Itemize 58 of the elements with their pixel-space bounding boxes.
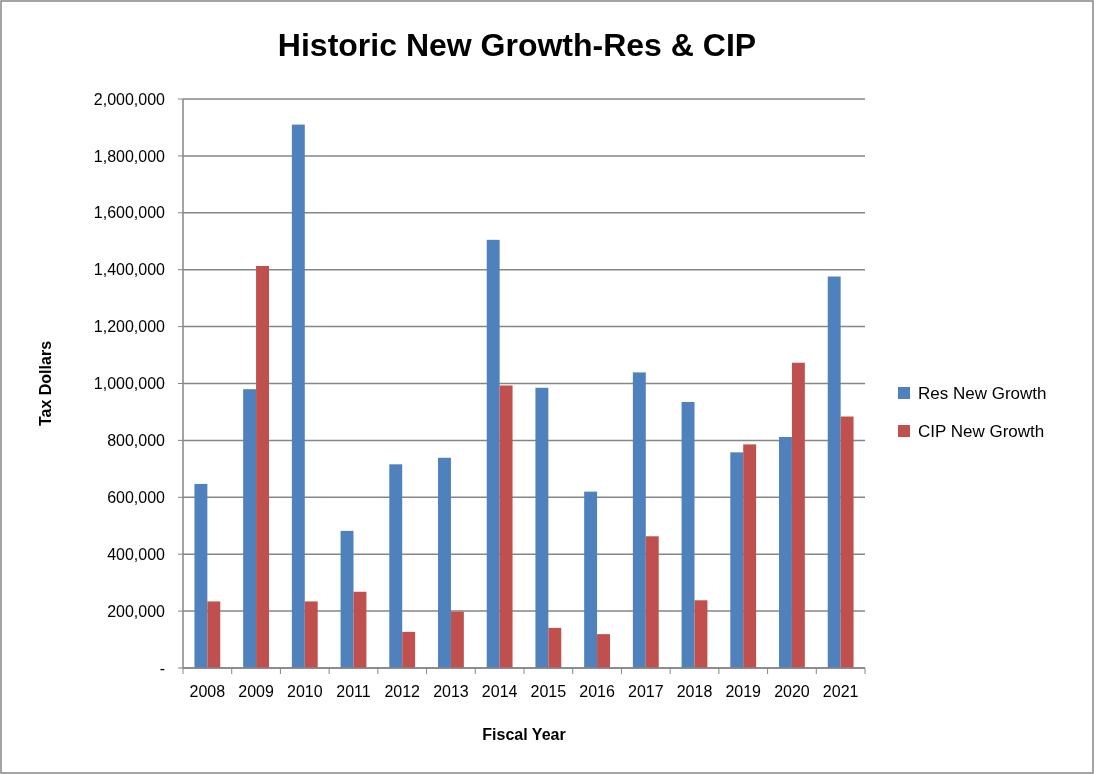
bar [584,491,598,668]
x-tick-label: 2011 [336,683,371,700]
bar [548,627,562,668]
x-tick-label: 2019 [725,683,762,700]
bar [499,385,513,668]
y-tick-label: 1,600,000 [93,204,166,222]
bar [597,634,610,668]
bar [256,266,269,668]
y-tick-label: 800,000 [107,432,166,449]
bar [402,631,416,668]
x-tick-label: 2015 [530,683,567,700]
x-tick-label: 2014 [481,683,518,700]
bar [743,444,757,668]
x-tick-label: 2008 [189,683,226,700]
y-tick-label: 1,200,000 [93,318,166,336]
x-axis-title: Fiscal Year [482,726,566,743]
x-tick-label: 2016 [579,683,615,700]
bar [827,276,841,668]
bar [486,239,500,668]
bar [243,389,257,668]
bar [353,591,367,668]
x-tick-label: 2017 [627,683,664,700]
bar [304,601,318,668]
bar [389,464,403,668]
bar [840,416,854,668]
y-tick-label: 400,000 [107,545,166,563]
bar [450,611,464,668]
bar [438,457,451,668]
bar [291,124,305,668]
x-tick-label: 2020 [774,683,810,700]
legend-label: Res New Growth [918,383,1047,403]
bar [632,372,646,668]
y-tick-label: 200,000 [107,602,166,620]
chart-title: Historic New Growth-Res & CIP [277,27,757,63]
x-tick-label: 2010 [286,683,323,700]
x-tick-label: 2018 [676,683,713,700]
x-tick-label: 2021 [822,683,859,700]
bar [535,387,549,668]
bar [207,601,221,668]
bar [779,436,792,668]
bar [340,530,354,668]
y-tick-label: 1,800,000 [93,147,166,165]
bar [694,600,708,668]
y-tick-label: 1,400,000 [93,261,166,279]
bar [194,483,208,668]
y-axis-title: Tax Dollars [37,340,54,427]
x-tick-label: 2013 [433,683,469,700]
bar [645,536,659,668]
y-tick-label: - [159,659,165,677]
legend-label: CIP New Growth [918,421,1045,441]
y-tick-label: 600,000 [107,488,166,506]
y-tick-label: 2,000,000 [93,90,166,108]
bar [681,401,695,668]
x-tick-label: 2009 [238,683,274,700]
bar [791,362,805,668]
y-tick-label: 1,000,000 [93,375,166,393]
x-tick-label: 2012 [384,683,421,700]
bar [730,452,744,668]
